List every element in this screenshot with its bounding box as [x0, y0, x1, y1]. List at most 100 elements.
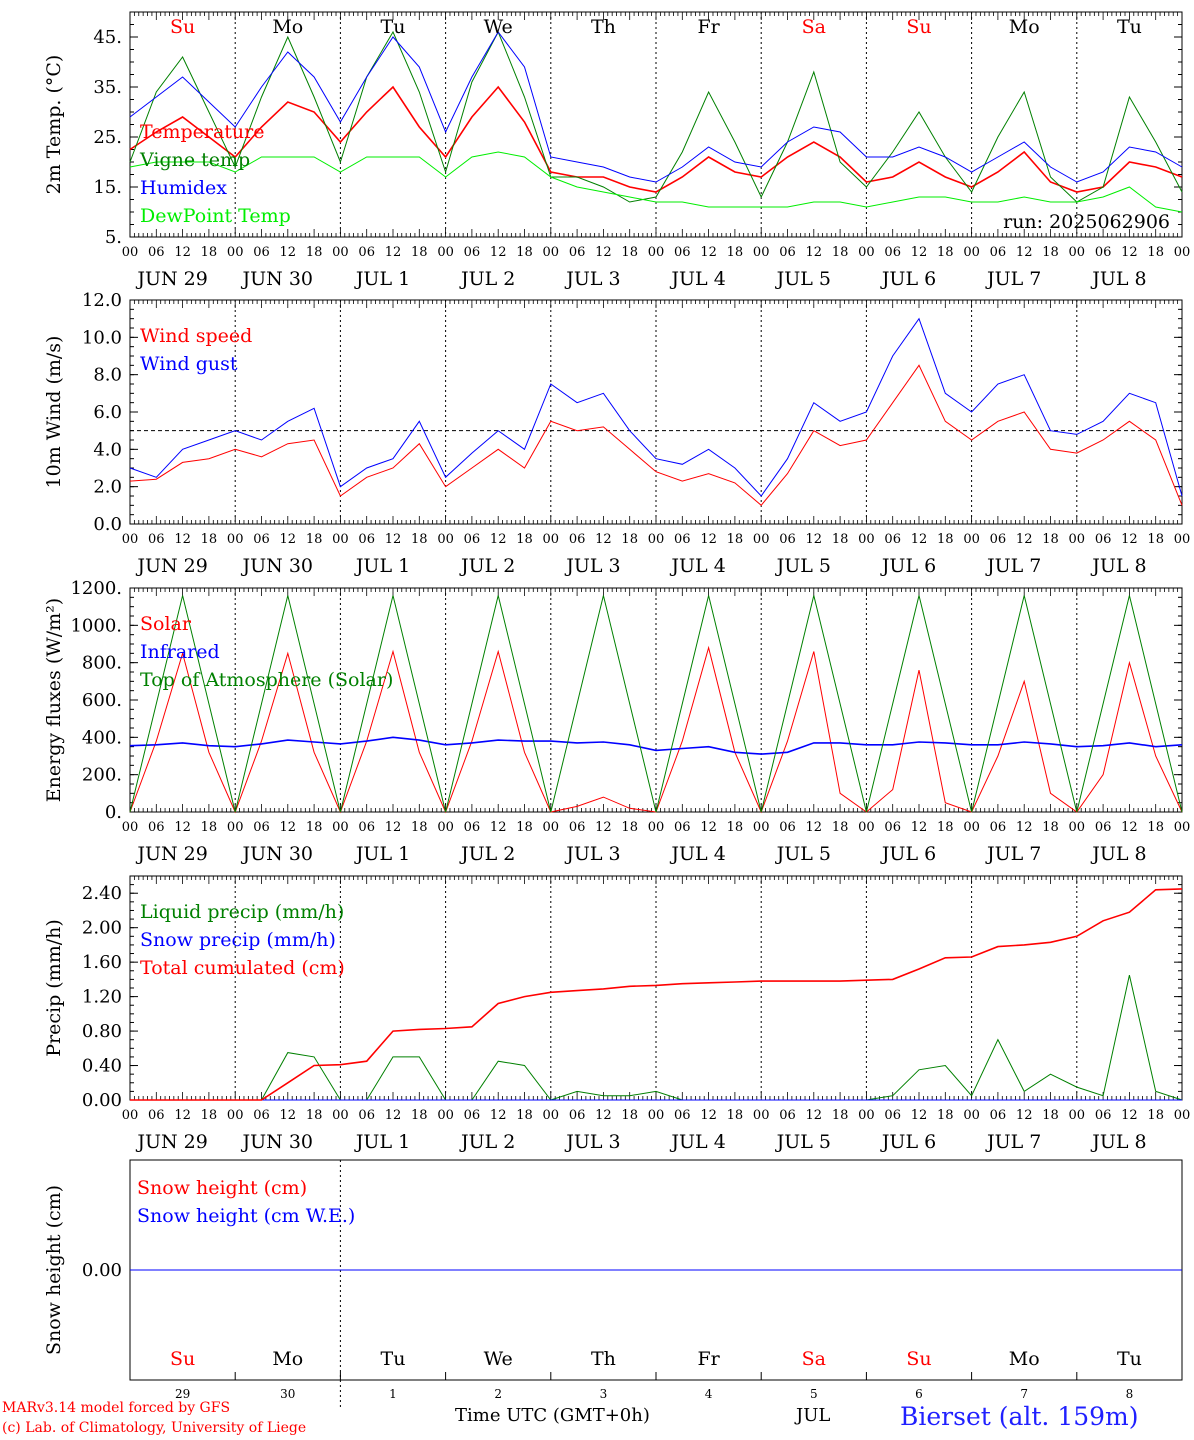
x-date-label: JUL 2: [459, 555, 515, 577]
x-date-label: JUL 4: [669, 1131, 725, 1153]
x-hour-label: 06: [464, 820, 481, 835]
x-hour-label: 00: [648, 820, 665, 835]
x-date-label: JUL 3: [564, 843, 620, 865]
x-hour-label: 06: [674, 1108, 691, 1123]
x-hour-label: 00: [1174, 245, 1191, 260]
y-tick-label: 25.: [93, 127, 122, 148]
x-day-number: 2: [494, 1387, 502, 1401]
station-label: Bierset (alt. 159m): [900, 1402, 1139, 1431]
x-hour-label: 12: [1121, 1108, 1138, 1123]
x-hour-label: 12: [911, 820, 928, 835]
x-hour-label: 12: [700, 820, 717, 835]
x-date-label: JUL 5: [775, 555, 831, 577]
x-hour-label: 06: [990, 1108, 1007, 1123]
x-date-label: JUL 5: [775, 843, 831, 865]
legend-entry: Wind gust: [140, 353, 238, 375]
legend-entry: Snow height (cm W.E.): [137, 1205, 355, 1227]
x-date-label: JUL 8: [1090, 1131, 1146, 1153]
x-hour-label: 06: [674, 532, 691, 547]
x-dow-label-bottom: Su: [170, 1348, 195, 1370]
x-hour-label: 00: [1174, 532, 1191, 547]
x-date-label: JUL 8: [1090, 843, 1146, 865]
x-dow-label-bottom: Th: [591, 1348, 616, 1370]
y-tick-label: 0.00: [82, 1260, 122, 1281]
x-hour-label: 18: [727, 245, 744, 260]
x-hour-label: 00: [1174, 1108, 1191, 1123]
x-hour-label: 00: [963, 532, 980, 547]
x-date-label: JUL 3: [564, 268, 620, 290]
x-hour-label: 06: [884, 532, 901, 547]
x-date-label: JUN 29: [135, 843, 207, 865]
x-hour-label: 00: [648, 532, 665, 547]
x-hour-label: 06: [1095, 820, 1112, 835]
x-hour-label: 06: [464, 1108, 481, 1123]
x-hour-label: 18: [201, 1108, 218, 1123]
x-hour-label: 00: [753, 532, 770, 547]
x-date-label: JUL 2: [459, 1131, 515, 1153]
x-hour-label: 00: [543, 532, 560, 547]
y-tick-label: 400.: [82, 727, 122, 748]
x-dow-label: Su: [170, 16, 195, 38]
x-hour-label: 00: [122, 532, 139, 547]
x-hour-label: 18: [516, 1108, 533, 1123]
x-hour-label: 06: [253, 245, 270, 260]
x-hour-label: 18: [832, 532, 849, 547]
x-dow-label: Mo: [1009, 16, 1040, 38]
y-tick-label: 2.40: [82, 883, 122, 904]
x-hour-label: 12: [385, 820, 402, 835]
x-hour-label: 18: [1042, 532, 1059, 547]
x-hour-label: 06: [148, 1108, 165, 1123]
x-hour-label: 18: [516, 820, 533, 835]
x-hour-label: 18: [937, 245, 954, 260]
x-hour-label: 00: [543, 820, 560, 835]
x-hour-label: 18: [937, 1108, 954, 1123]
x-hour-label: 06: [253, 1108, 270, 1123]
x-hour-label: 12: [806, 1108, 823, 1123]
series-line: [129, 364, 1183, 507]
x-date-label: JUN 30: [241, 843, 313, 865]
y-tick-label: 1000.: [70, 615, 122, 636]
x-hour-label: 06: [884, 820, 901, 835]
x-date-label: JUN 30: [241, 555, 313, 577]
y-tick-label: 4.0: [93, 439, 122, 460]
panel-1: 5. 15. 25. 35. 45. 2m Temp. (°C) Temperature Vi…: [43, 11, 1191, 290]
panel-4: 0.00 0.40 0.80 1.20 1.60 2.00 2.40 Precip (mm/h…: [43, 875, 1191, 1153]
y-tick-label: 1200.: [70, 578, 122, 599]
x-day-number: 30: [280, 1387, 295, 1401]
x-hour-label: 18: [201, 532, 218, 547]
y-tick-label: 0.40: [82, 1056, 122, 1077]
x-day-number: 5: [810, 1387, 818, 1401]
legend-entry: Vigne temp: [139, 149, 250, 171]
x-date-label: JUL 6: [880, 1131, 936, 1153]
x-hour-label: 18: [411, 245, 428, 260]
x-hour-label: 18: [621, 820, 638, 835]
y-tick-label: 8.0: [93, 365, 122, 386]
x-hour-label: 06: [358, 1108, 375, 1123]
x-day-number: 6: [915, 1387, 923, 1401]
x-hour-label: 18: [937, 820, 954, 835]
series-line: [129, 317, 1183, 497]
x-hour-label: 18: [306, 245, 323, 260]
y-tick-label: 10.0: [82, 327, 122, 348]
x-hour-label: 06: [1095, 1108, 1112, 1123]
x-date-label: JUL 6: [880, 268, 936, 290]
x-hour-label: 00: [122, 1108, 139, 1123]
legend-entry: DewPoint Temp: [140, 205, 291, 227]
legend-entry: Temperature: [140, 121, 264, 143]
x-dow-label: Mo: [272, 16, 303, 38]
x-hour-label: 12: [1121, 820, 1138, 835]
y-tick-label: 2.00: [82, 918, 122, 939]
x-hour-label: 18: [621, 532, 638, 547]
x-hour-label: 00: [227, 1108, 244, 1123]
y-tick-label: 200.: [82, 765, 122, 786]
y-tick-label: 0.80: [82, 1021, 122, 1042]
x-hour-label: 12: [595, 1108, 612, 1123]
x-hour-label: 12: [911, 1108, 928, 1123]
x-date-label: JUL 7: [985, 555, 1041, 577]
x-hour-label: 12: [490, 820, 507, 835]
x-dow-label: Fr: [697, 16, 720, 38]
y-tick-label: 12.0: [82, 290, 122, 311]
x-hour-label: 12: [806, 532, 823, 547]
x-day-number: 1: [389, 1387, 397, 1401]
x-hour-label: 06: [464, 245, 481, 260]
